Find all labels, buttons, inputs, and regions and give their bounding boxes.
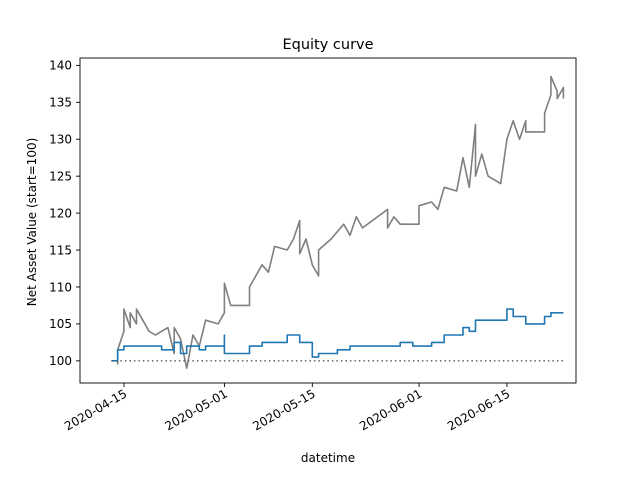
y-tick-label: 105 xyxy=(49,317,72,331)
y-tick-label: 130 xyxy=(49,133,72,147)
series-line-2 xyxy=(111,308,564,362)
y-tick-label: 115 xyxy=(49,243,72,257)
y-tick-label: 120 xyxy=(49,206,72,220)
y-tick-label: 140 xyxy=(49,59,72,73)
y-tick-label: 110 xyxy=(49,280,72,294)
chart-title: Equity curve xyxy=(282,37,373,53)
x-axis-label: datetime xyxy=(301,451,355,465)
plot-frame xyxy=(79,57,577,384)
y-axis-label: Net Asset Value (start=100) xyxy=(25,138,39,307)
plot-area xyxy=(111,75,565,370)
y-tick-label: 135 xyxy=(49,96,72,110)
y-tick-label: 100 xyxy=(49,354,72,368)
y-tick-label: 125 xyxy=(49,169,72,183)
series-line-1 xyxy=(116,75,565,370)
